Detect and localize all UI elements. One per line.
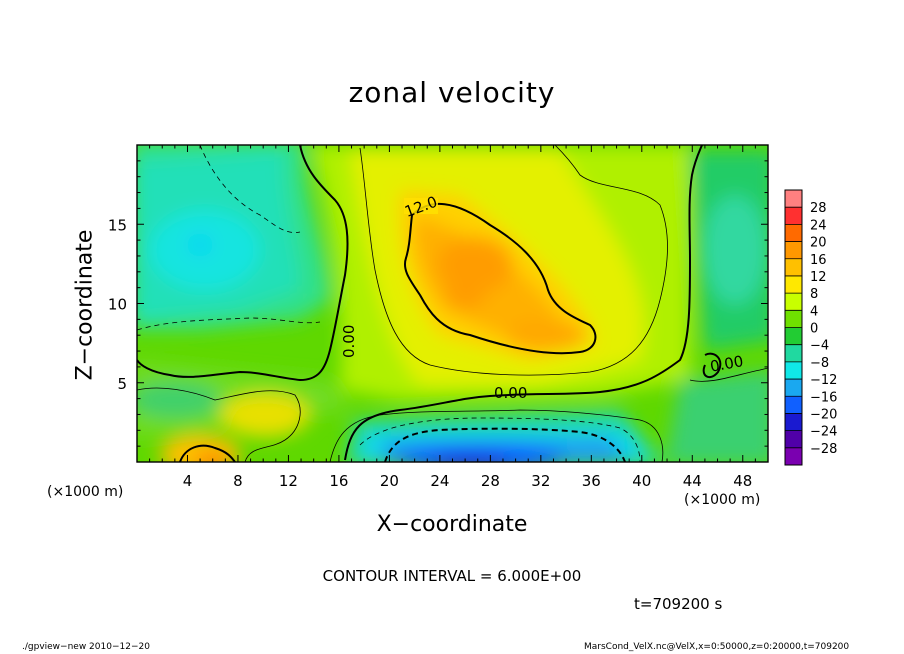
- contour-lines: [137, 145, 768, 462]
- colorbar-swatch: [785, 224, 802, 242]
- colorbar: 28 24 20 16 12 8 4 0 −4 −8 −12 −16 −20 −24 −28: [784, 189, 837, 466]
- colorbar-label: 16: [810, 253, 827, 268]
- colorbar-swatch: [785, 447, 802, 465]
- x-tick-label: 32: [531, 472, 550, 490]
- colorbar-swatch: [785, 310, 802, 328]
- colorbar-swatch: [785, 379, 802, 397]
- colorbar-swatch: [785, 430, 802, 448]
- x-tick-label: 48: [733, 472, 752, 490]
- colorbar-label: 20: [810, 236, 827, 251]
- colorbar-label: 24: [810, 218, 827, 233]
- x-tick-label: 36: [582, 472, 601, 490]
- colorbar-swatch: [785, 361, 802, 380]
- colorbar-label: −12: [810, 373, 837, 388]
- x-tick-label: 28: [481, 472, 500, 490]
- colorbar-swatch: [785, 396, 802, 414]
- heatmap-field: [137, 145, 768, 462]
- x-tick-label: 44: [683, 472, 702, 490]
- colorbar-label: 28: [810, 201, 827, 216]
- colorbar-swatch: [785, 413, 802, 431]
- contour-label-0-left: 0.00: [340, 325, 358, 358]
- chart-title: zonal velocity: [348, 76, 556, 109]
- x-unit-label-right: (×1000 m): [684, 492, 761, 508]
- y-tick-label: 15: [108, 216, 127, 234]
- colorbar-swatch: [785, 190, 802, 208]
- x-unit-label-left: (×1000 m): [47, 484, 124, 500]
- y-tick-label: 5: [117, 375, 127, 393]
- contour-label-0-bottom: 0.00: [494, 384, 527, 402]
- colorbar-swatch: [785, 344, 802, 362]
- colorbar-label: 8: [810, 287, 818, 302]
- x-tick-label: 20: [380, 472, 399, 490]
- colorbar-label: −28: [810, 442, 837, 457]
- x-tick-label: 40: [632, 472, 651, 490]
- footer-right: MarsCond_VelX.nc@VelX,x=0:50000,z=0:2000…: [584, 642, 850, 652]
- time-label: t=709200 s: [634, 595, 723, 613]
- contour-interval-note: CONTOUR INTERVAL = 6.000E+00: [322, 567, 582, 585]
- colorbar-swatch: [785, 327, 802, 345]
- footer-left: ./gpview−new 2010−12−20: [22, 642, 150, 652]
- x-tick-label: 4: [183, 472, 193, 490]
- colorbar-swatch: [785, 258, 802, 276]
- colorbar-swatch: [785, 241, 802, 259]
- colorbar-label: −20: [810, 407, 837, 422]
- contour-label-0-right: 0.00: [709, 352, 745, 376]
- x-axis-label: X−coordinate: [376, 512, 528, 537]
- colorbar-label: 12: [810, 270, 827, 285]
- x-tick-label: 12: [279, 472, 298, 490]
- colorbar-swatch: [785, 275, 802, 294]
- x-tick-label: 8: [233, 472, 243, 490]
- colorbar-label: −16: [810, 390, 837, 405]
- x-tick-label: 16: [329, 472, 348, 490]
- y-tick-label: 10: [108, 296, 127, 314]
- colorbar-label: 4: [810, 304, 818, 319]
- colorbar-label: −24: [810, 425, 837, 440]
- colorbar-label: −8: [810, 356, 829, 371]
- colorbar-label: −4: [810, 339, 829, 354]
- colorbar-label: 0: [810, 322, 818, 337]
- colorbar-swatch: [785, 207, 802, 225]
- colorbar-swatch: [785, 293, 802, 311]
- x-tick-label: 24: [430, 472, 449, 490]
